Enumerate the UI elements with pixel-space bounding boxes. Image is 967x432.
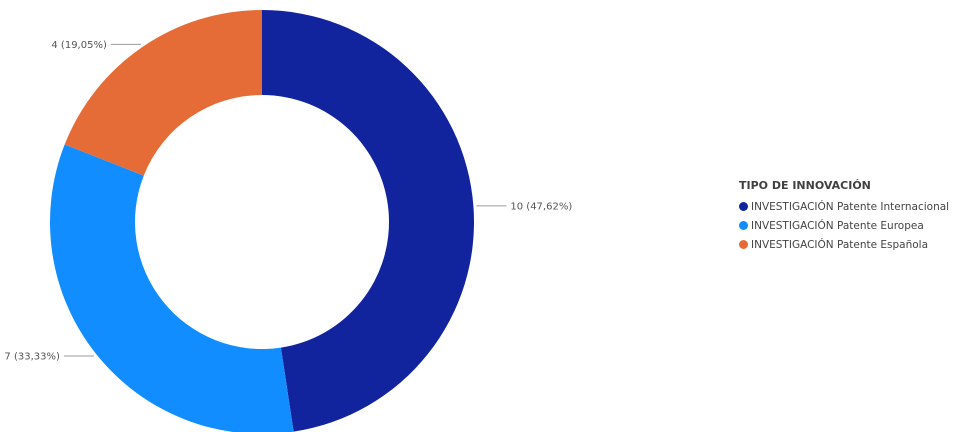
legend-label: INVESTIGACIÓN Patente Europea [751,219,924,232]
legend-marker [739,221,748,230]
legend-item-europea[interactable]: INVESTIGACIÓN Patente Europea [739,216,949,235]
chart-legend: TIPO DE INNOVACIÓN INVESTIGACIÓN Patente… [739,179,949,254]
legend-label: INVESTIGACIÓN Patente Internacional [751,200,950,213]
legend-marker [739,240,748,249]
donut-slice-europea[interactable] [50,144,294,432]
legend-item-espanola[interactable]: INVESTIGACIÓN Patente Española [739,235,949,254]
donut-slice-internacional[interactable] [262,10,475,432]
legend-label: INVESTIGACIÓN Patente Española [751,238,929,251]
legend-title: TIPO DE INNOVACIÓN [739,179,871,192]
legend-marker [739,202,748,211]
data-label-internacional: 10 (47,62%) [510,201,572,212]
donut-slice-espanola[interactable] [64,10,263,176]
data-label-espanola: 4 (19,05%) [51,40,107,51]
legend-item-internacional[interactable]: INVESTIGACIÓN Patente Internacional [739,197,949,216]
data-label-europea: 7 (33,33%) [4,352,60,363]
